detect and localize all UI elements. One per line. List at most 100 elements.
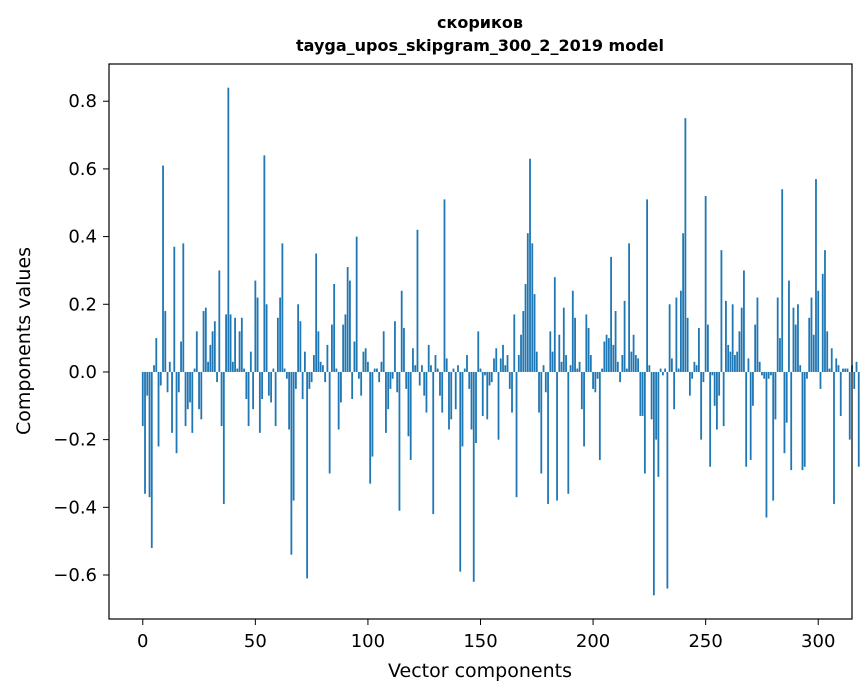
bar: [247, 371, 250, 427]
bar: [351, 371, 354, 400]
bar: [506, 355, 509, 372]
bar: [297, 304, 300, 372]
bar: [294, 371, 297, 389]
bar: [623, 300, 626, 372]
bar: [688, 371, 691, 396]
bar: [562, 307, 565, 372]
bar: [630, 351, 633, 372]
bar: [643, 371, 646, 474]
bar: [346, 267, 349, 372]
bar: [349, 280, 351, 372]
bar: [376, 368, 378, 372]
bar: [679, 290, 682, 372]
bar: [743, 270, 745, 372]
bar: [853, 371, 856, 389]
bar: [173, 246, 176, 372]
bar: [702, 371, 705, 383]
bar: [727, 344, 730, 372]
bar: [580, 371, 583, 410]
bar: [308, 371, 311, 389]
bar: [538, 371, 540, 413]
bar: [403, 327, 405, 372]
bar: [833, 371, 835, 504]
bar: [326, 344, 329, 372]
y-tick-label: 0.0: [68, 362, 97, 383]
bar: [245, 371, 248, 400]
bar: [479, 368, 482, 372]
y-tick-label: 0.8: [68, 91, 97, 112]
bar: [290, 371, 293, 555]
x-tick-label: 150: [463, 631, 497, 652]
bar: [810, 297, 813, 372]
bar: [709, 371, 712, 467]
bar: [204, 307, 207, 372]
bar: [749, 371, 752, 460]
bar: [587, 327, 590, 372]
bar: [614, 311, 617, 372]
bar: [288, 371, 291, 430]
bar: [292, 371, 295, 501]
bar: [508, 371, 511, 389]
bar: [592, 371, 594, 389]
bar: [596, 371, 599, 379]
bar: [632, 334, 635, 372]
bar: [385, 371, 387, 433]
bar: [249, 351, 252, 372]
bar: [560, 361, 563, 372]
bar: [826, 331, 829, 372]
bar: [301, 371, 304, 400]
bar: [736, 351, 739, 372]
bar: [382, 331, 385, 372]
bar: [400, 290, 403, 372]
bar: [475, 371, 477, 444]
bar: [157, 371, 160, 447]
bar: [499, 358, 502, 372]
bar: [333, 283, 336, 372]
bar: [628, 243, 630, 372]
bar: [504, 365, 507, 372]
bar: [544, 371, 547, 393]
bar: [502, 344, 504, 372]
bar: [254, 280, 257, 372]
bar: [317, 331, 320, 372]
bar: [790, 371, 793, 471]
bar: [486, 371, 489, 420]
bar: [673, 371, 676, 410]
bar: [839, 371, 842, 416]
bar: [495, 348, 498, 372]
bar: [668, 304, 671, 372]
y-axis-ticks: −0.6 −0.4 −0.2 0.0 0.2 0.4 0.6 0.8: [53, 91, 109, 586]
bar: [439, 371, 441, 396]
bar: [340, 371, 342, 403]
bar: [443, 199, 446, 372]
bar: [448, 371, 450, 430]
bar: [731, 304, 734, 372]
bar: [468, 371, 471, 389]
bar: [657, 371, 660, 477]
bar: [182, 243, 185, 372]
bar: [837, 365, 840, 372]
bar: [265, 304, 268, 372]
bar: [299, 321, 302, 372]
bar: [634, 355, 637, 372]
bar: [335, 368, 338, 372]
bar: [846, 368, 849, 372]
bar: [569, 365, 572, 372]
bar: [315, 253, 318, 372]
bar: [358, 371, 360, 379]
bar: [716, 371, 718, 430]
bar: [207, 361, 209, 372]
bar: [650, 371, 653, 420]
bar: [583, 371, 585, 447]
bar: [312, 355, 315, 372]
bar: [175, 371, 178, 454]
bar: [511, 371, 513, 413]
bar: [819, 371, 822, 389]
bar: [707, 324, 709, 372]
bar: [664, 368, 667, 372]
y-tick-label: 0.6: [68, 159, 97, 180]
bar: [601, 368, 603, 372]
bar: [821, 273, 824, 372]
